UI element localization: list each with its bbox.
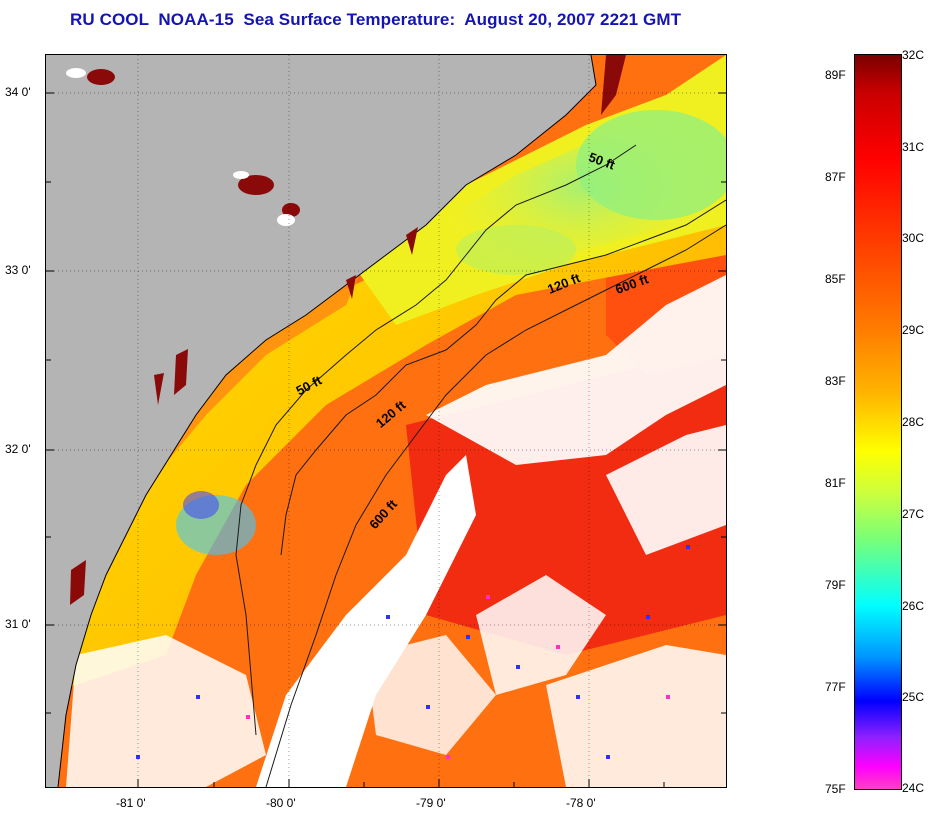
sst-map[interactable]: 50 ft 120 ft 600 ft 50 ft 120 ft 600 ft bbox=[45, 54, 727, 788]
colorbar-label-31c: 31C bbox=[902, 140, 925, 154]
sst-map-graphic: 50 ft 120 ft 600 ft 50 ft 120 ft 600 ft bbox=[46, 55, 726, 787]
lat-label-31: 31 0' bbox=[5, 617, 31, 631]
colorbar-label-28c: 28C bbox=[902, 415, 925, 429]
colorbar-label-89f: 89F bbox=[825, 68, 846, 82]
lon-label-78: -78 0' bbox=[566, 796, 596, 810]
colorbar-label-29c: 29C bbox=[902, 323, 925, 337]
colorbar-label-30c: 30C bbox=[902, 231, 925, 245]
temperature-colorbar bbox=[854, 54, 902, 790]
lon-label-79: -79 0' bbox=[416, 796, 446, 810]
colorbar-label-83f: 83F bbox=[825, 374, 846, 388]
colorbar-label-32c: 32C bbox=[902, 48, 925, 62]
colorbar-label-27c: 27C bbox=[902, 507, 925, 521]
colorbar-label-77f: 77F bbox=[825, 680, 846, 694]
lat-label-33: 33 0' bbox=[5, 263, 31, 277]
lat-label-34: 34 0' bbox=[5, 85, 31, 99]
colorbar-label-26c: 26C bbox=[902, 599, 925, 613]
colorbar-label-25c: 25C bbox=[902, 690, 925, 704]
lon-label-81: -81 0' bbox=[116, 796, 146, 810]
map-title: RU COOL NOAA-15 Sea Surface Temperature:… bbox=[70, 10, 682, 29]
colorbar-label-79f: 79F bbox=[825, 578, 846, 592]
lat-label-32: 32 0' bbox=[5, 442, 31, 456]
colorbar-label-85f: 85F bbox=[825, 272, 846, 286]
colorbar-label-81f: 81F bbox=[825, 476, 846, 490]
colorbar-label-24c: 24C bbox=[902, 781, 925, 795]
lon-label-80: -80 0' bbox=[266, 796, 296, 810]
colorbar-label-87f: 87F bbox=[825, 170, 846, 184]
colorbar-label-75f: 75F bbox=[825, 782, 846, 796]
